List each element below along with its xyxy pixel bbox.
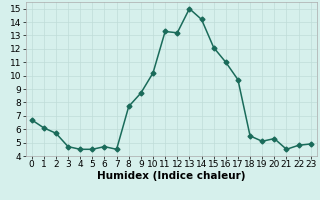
X-axis label: Humidex (Indice chaleur): Humidex (Indice chaleur) (97, 171, 245, 181)
